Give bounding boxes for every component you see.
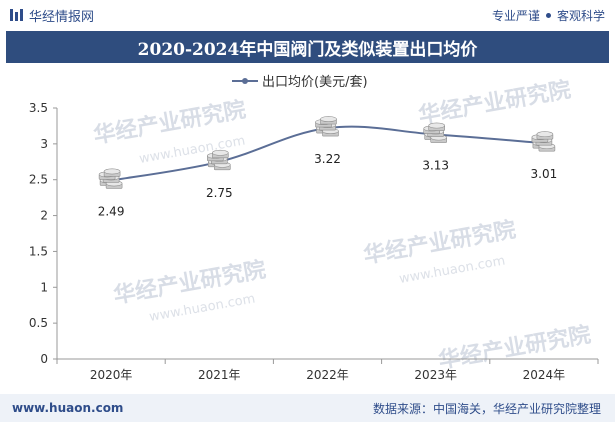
x-tick-label: 2020年 xyxy=(90,368,133,382)
y-tick-group: 0 0.5 1 1.5 2 2.5 3 3.5 xyxy=(29,101,57,366)
data-label: 3.13 xyxy=(422,159,449,173)
footer: www.huaon.com 数据来源：中国海关，华经产业研究院整理 xyxy=(0,394,615,422)
legend-marker-icon xyxy=(242,78,248,84)
separator-dot-icon xyxy=(545,12,551,18)
data-label: 2.49 xyxy=(98,204,125,218)
x-tick-label: 2022年 xyxy=(306,368,349,382)
watermark-text: 华经产业研究院 xyxy=(417,77,573,129)
data-label: 3.22 xyxy=(314,152,341,166)
watermark-layer: 华经产业研究院 www.huaon.com 华经产业研究院 www.huaon.… xyxy=(92,77,593,374)
data-point-coin-icon xyxy=(315,116,339,137)
y-tick-label: 0.5 xyxy=(29,316,48,330)
data-point-coin-icon xyxy=(98,168,123,189)
chart-title-bar: 2020-2024年中国阀门及类似装置出口均价 xyxy=(6,31,609,63)
data-point-coin-icon xyxy=(423,122,448,143)
brand-logo-icon xyxy=(10,9,23,21)
legend: 出口均价(美元/套) xyxy=(232,74,368,90)
data-label: 2.75 xyxy=(206,186,233,200)
watermark-text: 华经产业研究院 xyxy=(437,322,593,374)
x-tick-label: 2021年 xyxy=(198,368,241,382)
brand: 华经情报网 xyxy=(10,6,94,25)
footer-source: 数据来源：中国海关，华经产业研究院整理 xyxy=(372,401,601,416)
y-tick-label: 0 xyxy=(40,352,48,366)
y-tick-label: 2.5 xyxy=(29,173,48,187)
data-point-coin-icon xyxy=(531,131,556,152)
brand-name: 华经情报网 xyxy=(29,9,95,25)
y-tick-label: 2 xyxy=(40,209,48,223)
y-tick-label: 1 xyxy=(40,280,48,294)
data-label-group: 2.49 2.75 3.22 3.13 3.01 xyxy=(98,152,558,218)
tagline-right: 客观科学 xyxy=(556,8,605,23)
x-tick-label: 2023年 xyxy=(414,368,457,382)
legend-label: 出口均价(美元/套) xyxy=(262,74,368,90)
marker-group xyxy=(98,116,556,189)
line-chart: 华经产业研究院 www.huaon.com 华经产业研究院 www.huaon.… xyxy=(29,74,599,382)
data-point-coin-icon xyxy=(207,149,231,171)
chart-title: 2020-2024年中国阀门及类似装置出口均价 xyxy=(137,39,478,60)
x-tick-label: 2024年 xyxy=(523,368,566,382)
y-tick-label: 1.5 xyxy=(29,244,48,258)
y-tick-label: 3 xyxy=(40,137,48,151)
top-bar: 华经情报网 专业严谨 客观科学 xyxy=(0,0,615,30)
x-tick-group: 2020年 2021年 2022年 2023年 2024年 xyxy=(56,359,599,382)
y-tick-label: 3.5 xyxy=(29,101,48,115)
tagline: 专业严谨 客观科学 xyxy=(492,7,605,24)
tagline-left: 专业严谨 xyxy=(491,8,540,23)
footer-website[interactable]: www.huaon.com xyxy=(12,401,124,415)
data-label: 3.01 xyxy=(531,167,558,181)
